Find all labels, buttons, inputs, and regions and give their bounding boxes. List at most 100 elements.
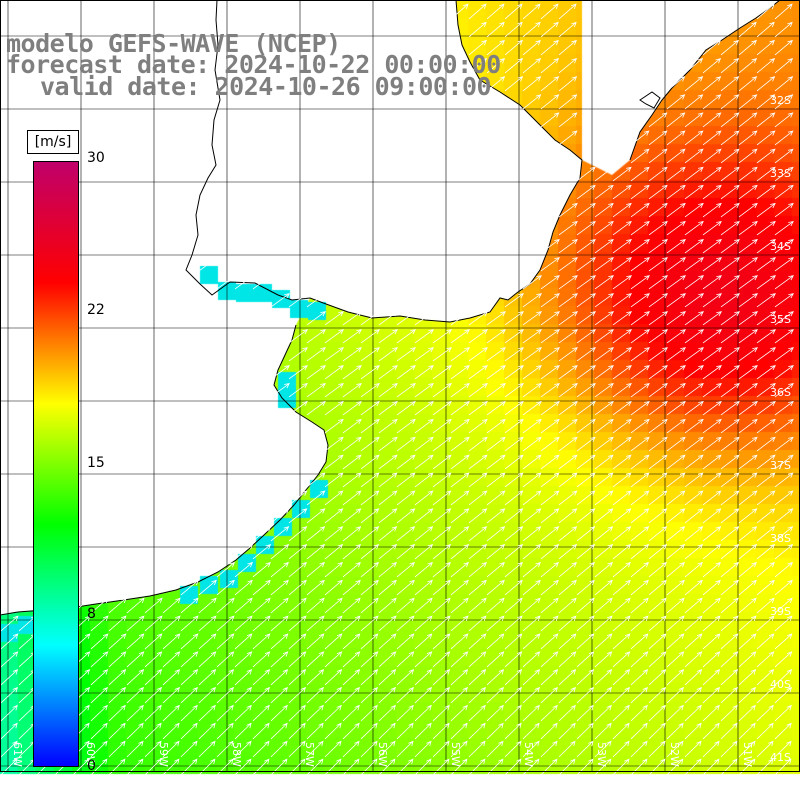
wind-arrow <box>702 615 721 632</box>
wind-arrow <box>486 39 505 56</box>
wind-arrow <box>504 544 524 560</box>
wind-arrow <box>720 202 740 218</box>
wind-arrow <box>612 418 632 434</box>
wind-arrow <box>720 329 740 344</box>
wind-arrow <box>612 561 631 578</box>
wind-arrow <box>234 669 253 686</box>
wind-arrow <box>720 293 741 308</box>
wind-arrow <box>756 239 776 254</box>
wind-arrow <box>468 615 487 632</box>
wind-arrow <box>306 508 326 524</box>
wind-arrow <box>756 293 777 308</box>
wind-arrow <box>522 365 542 380</box>
wind-arrow <box>252 740 270 758</box>
wind-arrow <box>522 311 543 326</box>
wind-arrow <box>756 257 776 272</box>
wind-arrow <box>630 579 649 596</box>
wind-arrow <box>468 418 488 434</box>
wind-arrow <box>486 490 506 506</box>
wind-arrow <box>270 722 288 740</box>
wind-arrow <box>738 597 757 614</box>
wind-arrow <box>540 651 559 668</box>
wind-arrow <box>756 3 775 20</box>
wind-arrow <box>486 615 505 632</box>
wind-arrow <box>252 633 271 650</box>
wind-arrow <box>270 740 288 758</box>
lat-label-34s: 34S <box>770 240 791 253</box>
wind-arrow <box>486 365 506 380</box>
wind-arrow <box>468 311 489 326</box>
wind-arrow <box>252 615 271 632</box>
wind-arrow <box>396 400 416 416</box>
wind-arrow <box>774 686 792 704</box>
wind-arrow <box>666 239 686 254</box>
wind-arrow <box>720 347 740 362</box>
wind-arrow <box>378 365 398 380</box>
wind-arrow <box>738 544 758 560</box>
wind-arrow <box>306 597 325 614</box>
wind-arrow <box>630 597 649 614</box>
wind-arrow <box>558 490 578 506</box>
wind-arrow <box>756 383 776 398</box>
wind-arrow <box>738 561 757 578</box>
wind-arrow <box>288 490 308 506</box>
wind-arrow <box>612 526 632 542</box>
wind-arrow <box>378 490 398 506</box>
wind-arrow <box>216 615 235 632</box>
wind-arrow <box>684 347 704 362</box>
wind-arrow <box>342 347 362 362</box>
wind-arrow <box>558 722 576 740</box>
wind-arrow <box>342 544 362 560</box>
wind-arrow <box>450 454 470 470</box>
wind-arrow <box>738 239 758 254</box>
wind-arrow <box>612 490 632 506</box>
wind-arrow <box>666 383 686 398</box>
wind-arrow <box>738 130 758 146</box>
wind-arrow <box>612 275 632 290</box>
wind-arrow <box>756 597 775 614</box>
wind-arrow <box>504 436 524 452</box>
wind-arrow <box>504 508 524 524</box>
wind-arrow <box>432 436 452 452</box>
wind-arrow <box>666 669 685 686</box>
wind-arrow <box>252 579 271 596</box>
wind-arrow <box>342 758 360 776</box>
wind-arrow <box>306 651 325 668</box>
wind-arrow <box>540 436 560 452</box>
wind-arrow <box>486 400 506 416</box>
wind-arrow <box>594 329 614 344</box>
wind-arrow <box>0 669 19 686</box>
wind-arrow <box>612 220 632 236</box>
wind-arrow <box>630 490 650 506</box>
wind-arrow <box>432 472 452 488</box>
wind-arrow <box>612 166 632 182</box>
wind-arrow <box>504 347 524 362</box>
wind-arrow <box>774 472 794 488</box>
wind-arrow <box>414 758 432 776</box>
wind-arrow <box>612 184 632 200</box>
wind-arrow <box>648 651 667 668</box>
wind-arrow <box>684 94 704 110</box>
wind-arrow <box>396 633 415 650</box>
wind-arrow <box>270 597 289 614</box>
wind-arrow <box>504 400 524 416</box>
wind-arrow <box>288 508 308 524</box>
wind-arrow <box>324 597 343 614</box>
wind-arrow <box>774 94 794 110</box>
wind-arrow <box>612 347 632 362</box>
wind-arrow <box>774 561 793 578</box>
wind-arrow <box>720 76 740 92</box>
wind-arrow <box>522 544 542 560</box>
wind-arrow <box>378 561 397 578</box>
wind-arrow <box>504 3 523 20</box>
wind-arrow <box>468 347 488 362</box>
wind-arrow <box>666 454 686 470</box>
wind-arrow <box>684 454 704 470</box>
wind-arrow <box>522 615 541 632</box>
wind-arrow <box>504 454 524 470</box>
wind-arrow <box>468 561 487 578</box>
wind-arrow <box>684 490 704 506</box>
wind-arrow <box>486 311 507 326</box>
wind-arrow <box>648 472 668 488</box>
